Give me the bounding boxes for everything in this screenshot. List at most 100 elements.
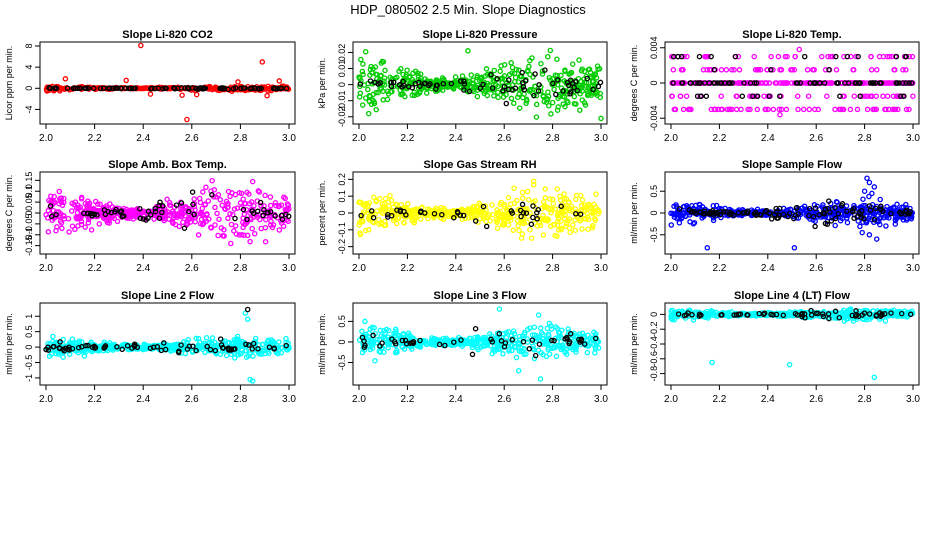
data-point xyxy=(384,197,388,201)
data-point xyxy=(381,89,385,93)
x-tick-label: 2.6 xyxy=(809,394,823,405)
x-tick-label: 3.0 xyxy=(282,133,296,144)
data-point xyxy=(807,107,811,111)
data-point xyxy=(530,56,534,60)
x-tick-label: 2.0 xyxy=(664,263,678,274)
data-point xyxy=(771,107,775,111)
data-point xyxy=(784,107,788,111)
data-point xyxy=(870,68,874,72)
y-tick-label: 0 xyxy=(24,345,34,350)
data-point xyxy=(55,225,59,229)
data-point xyxy=(678,94,682,98)
y-tick-label: 0.5 xyxy=(24,325,34,338)
x-tick-label: 2.0 xyxy=(39,133,53,144)
data-point xyxy=(263,226,267,230)
data-point xyxy=(714,310,718,314)
data-point xyxy=(475,95,479,99)
y-tick-label: 0 xyxy=(649,312,659,317)
points-layer xyxy=(44,307,291,383)
data-point xyxy=(855,107,859,111)
data-point xyxy=(534,354,538,358)
data-point xyxy=(496,95,500,99)
data-point xyxy=(120,347,124,351)
data-point xyxy=(556,78,560,82)
data-point xyxy=(581,331,585,335)
data-point xyxy=(712,68,716,72)
data-point xyxy=(401,72,405,76)
data-point xyxy=(268,195,272,199)
x-tick-label: 2.2 xyxy=(400,394,414,405)
x-tick-label: 2.4 xyxy=(761,263,775,274)
data-point xyxy=(697,202,701,206)
data-point xyxy=(361,72,365,76)
data-point xyxy=(507,78,511,82)
data-point xyxy=(44,213,48,217)
data-point xyxy=(827,199,831,203)
data-point xyxy=(568,230,572,234)
data-point xyxy=(367,99,371,103)
data-point xyxy=(469,73,473,77)
y-axis-label: ml/min per min. xyxy=(629,313,639,375)
data-point xyxy=(580,198,584,202)
data-point xyxy=(549,112,553,116)
data-point xyxy=(385,97,389,101)
data-point xyxy=(470,352,474,356)
data-point xyxy=(216,193,220,197)
data-point xyxy=(715,203,719,207)
points-layer xyxy=(669,307,915,380)
data-point xyxy=(688,220,692,224)
data-point xyxy=(543,196,547,200)
data-point xyxy=(669,223,673,227)
data-point xyxy=(573,218,577,222)
data-point xyxy=(70,224,74,228)
data-point xyxy=(563,69,567,73)
data-point xyxy=(217,217,221,221)
data-point xyxy=(574,193,578,197)
data-point xyxy=(61,355,65,359)
data-point xyxy=(590,80,594,84)
x-tick-label: 2.2 xyxy=(400,133,414,144)
y-tick-label: -4 xyxy=(24,105,34,113)
data-point xyxy=(215,211,219,215)
data-point xyxy=(881,94,885,98)
data-point xyxy=(279,351,283,355)
data-point xyxy=(548,48,552,52)
chart-title: Slope Line 2 Flow xyxy=(121,290,214,302)
data-point xyxy=(770,217,774,221)
x-tick-label: 2.2 xyxy=(400,263,414,274)
data-point xyxy=(167,217,171,221)
data-point xyxy=(697,55,701,59)
x-tick-label: 2.0 xyxy=(352,394,366,405)
data-point xyxy=(571,62,575,66)
data-point xyxy=(192,197,196,201)
data-point xyxy=(509,96,513,100)
data-point xyxy=(62,217,66,221)
data-point xyxy=(367,112,371,116)
chart-title: Slope Li-820 CO2 xyxy=(122,29,212,41)
data-point xyxy=(807,94,811,98)
data-point xyxy=(547,104,551,108)
chart-title: Slope Li-820 Pressure xyxy=(423,29,538,41)
data-point xyxy=(558,331,562,335)
data-point xyxy=(203,203,207,207)
data-point xyxy=(802,107,806,111)
data-point xyxy=(559,73,563,77)
data-point xyxy=(269,223,273,227)
data-point xyxy=(411,71,415,75)
data-point xyxy=(474,327,478,331)
data-point xyxy=(752,55,756,59)
data-point xyxy=(236,80,240,84)
data-point xyxy=(497,307,501,311)
data-point xyxy=(820,55,824,59)
data-point xyxy=(719,107,723,111)
chart-title: Slope Li-820 Temp. xyxy=(742,29,841,41)
data-point xyxy=(139,43,143,47)
data-point xyxy=(874,94,878,98)
data-point xyxy=(710,360,714,364)
data-point xyxy=(886,94,890,98)
data-point xyxy=(775,81,779,85)
data-point xyxy=(407,75,411,79)
x-tick-label: 2.6 xyxy=(497,263,511,274)
data-point xyxy=(892,68,896,72)
x-tick-label: 3.0 xyxy=(282,394,296,405)
